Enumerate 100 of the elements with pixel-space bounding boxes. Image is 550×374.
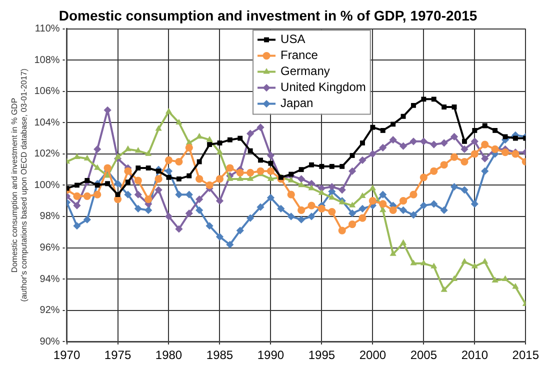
y-tick-label: 90%: [40, 336, 60, 348]
point: [379, 190, 387, 198]
point: [105, 181, 110, 186]
point: [298, 216, 306, 224]
point: [390, 250, 396, 256]
point: [236, 226, 244, 234]
point: [186, 173, 192, 178]
point: [298, 206, 306, 214]
point: [155, 125, 162, 131]
point: [410, 211, 418, 219]
legend-label: Japan: [280, 96, 314, 110]
point: [308, 212, 316, 220]
point: [145, 150, 152, 156]
point: [267, 175, 274, 181]
point: [358, 156, 366, 164]
point: [134, 190, 142, 198]
point: [226, 164, 234, 172]
point: [460, 145, 468, 154]
point: [166, 174, 172, 180]
point: [226, 240, 234, 248]
point: [399, 142, 408, 150]
point: [165, 108, 172, 114]
x-tick-label: 2010: [461, 348, 488, 362]
point: [430, 200, 438, 208]
point: [298, 175, 306, 183]
point: [134, 204, 142, 212]
point: [492, 276, 498, 283]
point: [246, 130, 254, 138]
point: [319, 164, 324, 169]
point: [258, 158, 263, 163]
point: [440, 161, 448, 169]
point: [207, 142, 212, 148]
point: [196, 159, 202, 164]
point: [338, 226, 346, 234]
point: [400, 114, 406, 119]
point: [430, 167, 438, 175]
point: [136, 166, 141, 170]
point: [238, 136, 243, 141]
point: [154, 186, 162, 194]
point: [379, 200, 387, 208]
point: [83, 192, 91, 200]
point: [420, 260, 427, 266]
y-tick-label: 96%: [40, 242, 60, 254]
point: [154, 175, 162, 183]
legend-label: Germany: [280, 64, 330, 78]
point: [308, 184, 315, 190]
point: [256, 124, 264, 132]
y-tick-label: 106%: [34, 86, 60, 98]
point: [216, 233, 224, 241]
y-axis-title: Domestic consumption and investment in % GDP (author's computations based upon OECD database, 03-01-2017): [10, 68, 29, 302]
point: [83, 216, 91, 224]
point: [104, 164, 112, 172]
point: [175, 225, 183, 233]
point: [462, 138, 467, 144]
point: [256, 203, 264, 211]
point: [206, 181, 214, 189]
point: [482, 258, 488, 264]
point: [360, 140, 365, 146]
point: [134, 176, 142, 184]
point: [410, 260, 417, 266]
point: [266, 152, 275, 160]
point: [358, 214, 366, 222]
point: [206, 222, 214, 230]
x-tick-label: 1985: [206, 348, 234, 362]
point: [460, 158, 468, 166]
point: [440, 206, 448, 214]
point: [298, 181, 305, 188]
point: [73, 202, 81, 210]
point: [246, 168, 254, 176]
point: [338, 186, 346, 194]
point: [410, 138, 418, 146]
point: [124, 167, 132, 175]
point: [440, 286, 448, 292]
point: [144, 206, 152, 214]
point: [84, 154, 90, 161]
point: [399, 197, 408, 205]
x-tick-label: 2000: [359, 348, 386, 362]
y-tick-label: 102%: [34, 148, 60, 160]
point: [512, 136, 518, 141]
point: [431, 96, 436, 102]
point: [348, 210, 356, 218]
point: [470, 200, 478, 208]
point: [196, 195, 204, 204]
point: [348, 167, 356, 175]
point: [470, 150, 478, 158]
point: [308, 202, 316, 210]
point: [512, 283, 519, 289]
point: [359, 192, 366, 198]
point: [176, 176, 182, 182]
point: [380, 128, 386, 133]
point: [482, 123, 488, 128]
point: [164, 156, 173, 164]
x-tick-label: 1970: [53, 348, 80, 362]
point: [369, 184, 376, 190]
point: [420, 202, 428, 210]
point: [247, 175, 254, 181]
point: [226, 175, 234, 181]
point: [246, 214, 254, 222]
point: [442, 104, 447, 110]
x-tick-label: 2005: [410, 348, 438, 362]
